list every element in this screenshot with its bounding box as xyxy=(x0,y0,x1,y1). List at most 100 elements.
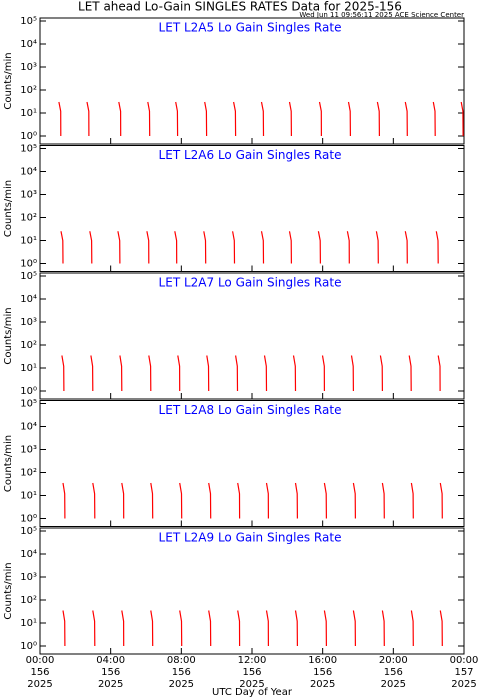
x-tick-year: 2025 xyxy=(381,679,406,690)
y-tick-label: 10⁵ xyxy=(20,399,37,410)
data-line xyxy=(408,355,412,392)
x-tick-day: 156 xyxy=(30,667,49,678)
panel-title: LET L2A8 Lo Gain Singles Rate xyxy=(159,403,342,417)
y-tick-label: 10⁴ xyxy=(20,294,37,305)
data-line xyxy=(350,355,354,392)
data-line xyxy=(260,101,265,137)
y-tick-label: 10² xyxy=(20,85,37,96)
x-tick-year: 2025 xyxy=(27,679,52,690)
data-line xyxy=(288,231,292,264)
data-line xyxy=(439,610,443,647)
data-line xyxy=(379,355,383,392)
data-line xyxy=(317,231,321,264)
data-line xyxy=(265,482,269,519)
x-tick-label: 00:00 xyxy=(26,655,55,666)
y-tick-label: 10³ xyxy=(20,572,37,583)
data-line xyxy=(179,482,183,519)
data-line xyxy=(148,355,152,392)
y-axis-label: Counts/min xyxy=(3,180,14,237)
data-line xyxy=(265,610,269,647)
data-line xyxy=(381,610,385,647)
data-line xyxy=(119,355,123,392)
y-tick-label: 10³ xyxy=(20,62,37,73)
data-line xyxy=(92,482,96,519)
data-line xyxy=(346,231,350,264)
y-tick-label: 10¹ xyxy=(20,236,37,247)
y-tick-label: 10² xyxy=(20,340,37,351)
data-line xyxy=(352,610,356,647)
x-tick-day: 156 xyxy=(172,667,191,678)
data-line xyxy=(174,231,178,264)
data-line xyxy=(62,482,66,519)
data-line xyxy=(60,231,64,264)
data-line xyxy=(381,482,385,519)
data-line xyxy=(294,482,298,519)
y-tick-label: 10⁵ xyxy=(20,144,37,155)
y-tick-label: 10¹ xyxy=(20,491,37,502)
data-line xyxy=(179,610,183,647)
x-tick-year: 2025 xyxy=(451,679,476,690)
y-tick-label: 10⁰ xyxy=(20,386,37,397)
data-line xyxy=(146,231,150,264)
x-axis-label: UTC Day of Year xyxy=(212,687,293,698)
data-line xyxy=(321,355,325,392)
data-line xyxy=(90,355,94,392)
y-tick-label: 10⁰ xyxy=(20,641,37,652)
x-tick-year: 2025 xyxy=(310,679,335,690)
data-line xyxy=(89,231,93,264)
data-line xyxy=(404,101,408,137)
y-tick-label: 10⁴ xyxy=(20,549,37,560)
timestamp: Wed Jun 11 09:56:11 2025 ACE Science Cen… xyxy=(299,11,464,19)
y-tick-label: 10² xyxy=(20,595,37,606)
data-line xyxy=(439,482,443,519)
data-line xyxy=(175,101,179,137)
x-tick-label: 04:00 xyxy=(96,655,125,666)
y-axis-label: Counts/min xyxy=(3,435,14,492)
y-tick-label: 10⁵ xyxy=(20,271,37,282)
data-line xyxy=(177,355,181,392)
y-tick-label: 10² xyxy=(20,468,37,479)
y-tick-label: 10⁵ xyxy=(20,526,37,537)
data-line xyxy=(323,482,327,519)
y-tick-label: 10⁴ xyxy=(20,39,37,50)
data-line xyxy=(352,482,356,519)
data-line xyxy=(432,101,436,137)
panel-title: LET L2A5 Lo Gain Singles Rate xyxy=(159,21,342,35)
y-axis-label: Counts/min xyxy=(3,52,14,109)
data-line xyxy=(323,610,327,647)
data-line xyxy=(294,610,298,647)
y-axis-label: Counts/min xyxy=(3,307,14,364)
data-line xyxy=(237,610,241,647)
data-line xyxy=(150,482,154,519)
data-line xyxy=(118,101,122,137)
y-tick-label: 10⁴ xyxy=(20,422,37,433)
data-line xyxy=(147,101,151,137)
data-line xyxy=(86,101,90,137)
y-tick-label: 10³ xyxy=(20,190,37,201)
x-tick-day: 156 xyxy=(242,667,261,678)
x-tick-label: 08:00 xyxy=(167,655,196,666)
y-tick-label: 10¹ xyxy=(20,363,37,374)
data-line xyxy=(375,231,379,264)
y-tick-label: 10³ xyxy=(20,445,37,456)
x-tick-day: 156 xyxy=(101,667,120,678)
y-tick-label: 10² xyxy=(20,213,37,224)
chart-title: LET ahead Lo-Gain SINGLES RATES Data for… xyxy=(78,0,402,14)
data-line xyxy=(121,482,125,519)
y-tick-label: 10⁰ xyxy=(20,514,37,525)
data-line xyxy=(203,231,207,264)
y-tick-label: 10⁵ xyxy=(20,16,37,27)
y-tick-label: 10⁰ xyxy=(20,259,37,270)
data-line xyxy=(237,482,241,519)
data-line xyxy=(58,101,62,137)
panel-title: LET L2A9 Lo Gain Singles Rate xyxy=(159,531,342,545)
panel-title: LET L2A7 Lo Gain Singles Rate xyxy=(159,276,342,290)
data-line xyxy=(233,101,237,137)
data-line xyxy=(410,482,414,519)
data-line xyxy=(404,231,408,264)
x-tick-year: 2025 xyxy=(239,679,264,690)
data-line xyxy=(121,610,125,647)
data-line xyxy=(62,610,66,647)
